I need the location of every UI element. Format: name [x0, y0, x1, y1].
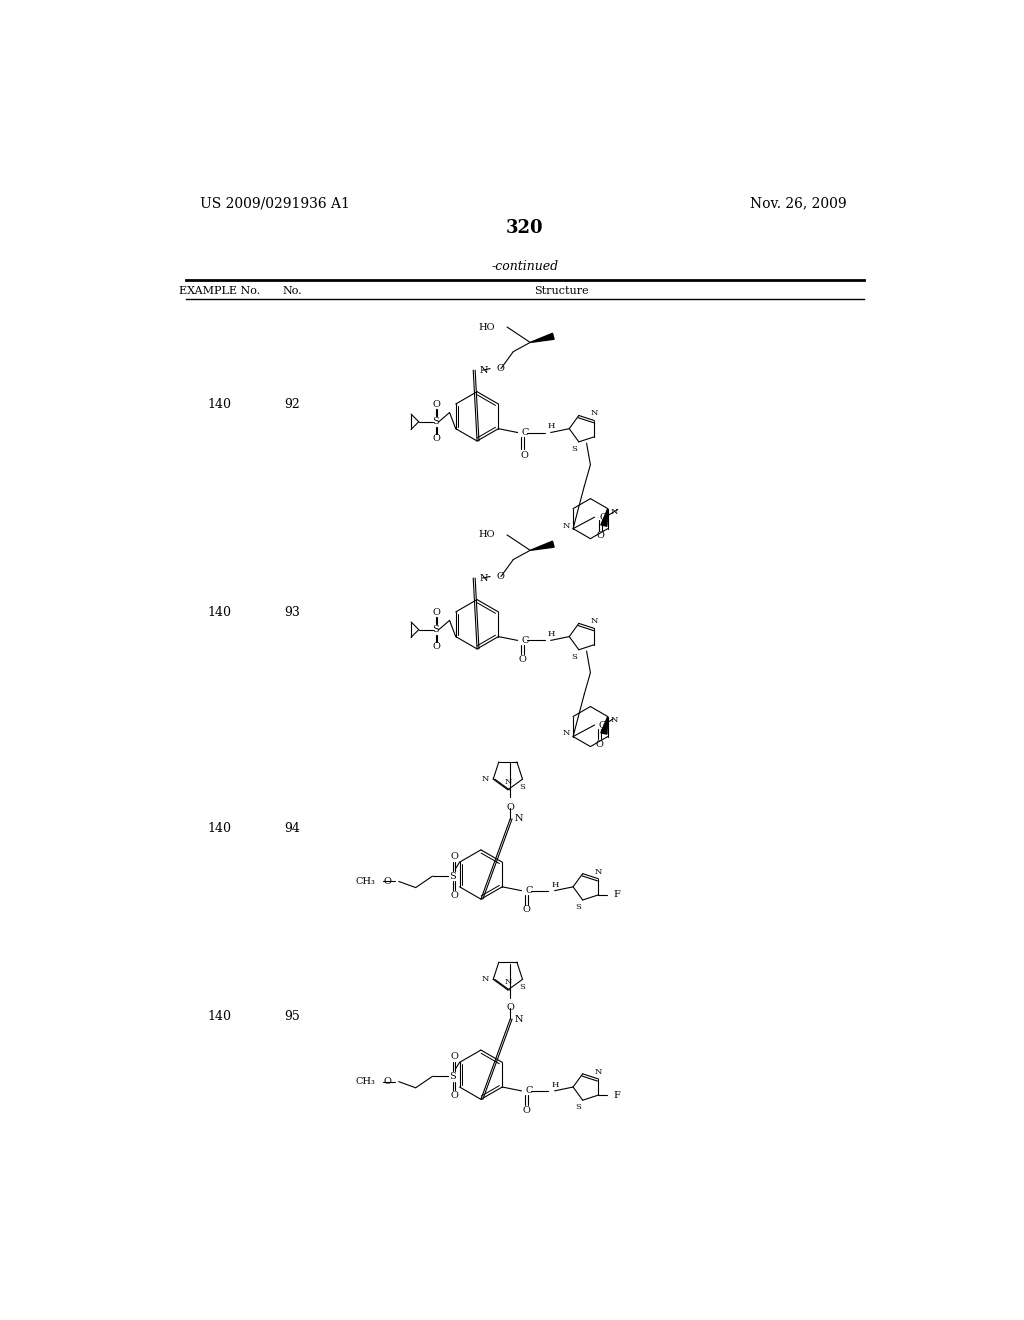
Text: O: O [432, 400, 440, 409]
Text: S: S [450, 1072, 456, 1081]
Text: N: N [591, 618, 598, 626]
Text: O: O [522, 1106, 530, 1114]
Text: O: O [522, 906, 530, 915]
Text: 92: 92 [285, 399, 300, 412]
Text: S: S [450, 871, 456, 880]
Text: N: N [562, 521, 570, 529]
Text: C: C [521, 428, 528, 437]
Text: N: N [591, 409, 598, 417]
Text: Structure: Structure [535, 286, 589, 296]
Polygon shape [530, 333, 554, 342]
Text: O: O [497, 364, 504, 374]
Text: N: N [479, 574, 487, 582]
Text: HO: HO [478, 531, 495, 540]
Text: O: O [506, 803, 514, 812]
Text: N: N [482, 775, 489, 783]
Text: 320: 320 [506, 219, 544, 236]
Text: EXAMPLE No.: EXAMPLE No. [178, 286, 260, 296]
Text: O: O [451, 1092, 458, 1100]
Text: S: S [519, 983, 525, 991]
Text: C: C [521, 636, 528, 645]
Text: H: H [548, 422, 555, 430]
Polygon shape [530, 541, 554, 550]
Text: O: O [497, 572, 504, 581]
Text: CH₃: CH₃ [355, 1077, 376, 1086]
Text: F: F [613, 891, 621, 899]
Text: O: O [432, 434, 440, 444]
Text: H: H [552, 1081, 559, 1089]
Text: N: N [515, 1015, 523, 1023]
Text: No.: No. [283, 286, 302, 296]
Text: HO: HO [478, 322, 495, 331]
Text: S: S [432, 626, 439, 634]
Text: S: S [571, 445, 578, 453]
Text: N: N [611, 715, 618, 723]
Text: N: N [504, 777, 512, 785]
Text: N: N [562, 730, 570, 738]
Text: 140: 140 [207, 1010, 231, 1023]
Text: 140: 140 [207, 399, 231, 412]
Text: O: O [451, 891, 458, 900]
Text: F: F [613, 1090, 621, 1100]
Text: O: O [596, 531, 604, 540]
Polygon shape [601, 508, 608, 527]
Text: 140: 140 [207, 822, 231, 834]
Text: H: H [548, 630, 555, 639]
Text: O: O [451, 853, 458, 861]
Text: Nov. 26, 2009: Nov. 26, 2009 [750, 197, 847, 210]
Text: S: S [575, 903, 582, 911]
Text: CH₃: CH₃ [355, 876, 376, 886]
Text: C: C [525, 886, 532, 895]
Text: N: N [595, 1068, 602, 1076]
Text: O: O [432, 642, 440, 651]
Text: 93: 93 [285, 606, 300, 619]
Text: O: O [520, 451, 528, 461]
Text: H: H [552, 880, 559, 888]
Text: US 2009/0291936 A1: US 2009/0291936 A1 [200, 197, 350, 210]
Polygon shape [601, 717, 608, 734]
Text: S: S [432, 417, 439, 426]
Text: O: O [383, 1077, 391, 1086]
Text: S: S [571, 653, 578, 661]
Text: C: C [525, 1086, 532, 1096]
Text: 95: 95 [285, 1010, 300, 1023]
Text: S: S [519, 783, 525, 791]
Text: -continued: -continued [492, 260, 558, 273]
Text: N: N [482, 975, 489, 983]
Text: O: O [518, 655, 526, 664]
Text: O: O [595, 739, 603, 748]
Text: O: O [383, 876, 391, 886]
Text: N: N [611, 508, 618, 516]
Text: S: S [575, 1104, 582, 1111]
Text: C: C [599, 512, 606, 521]
Text: 94: 94 [285, 822, 300, 834]
Text: O: O [432, 609, 440, 618]
Text: N: N [479, 366, 487, 375]
Text: C: C [598, 721, 606, 730]
Text: 140: 140 [207, 606, 231, 619]
Text: N: N [515, 814, 523, 824]
Text: N: N [504, 978, 512, 986]
Text: O: O [451, 1052, 458, 1061]
Text: O: O [506, 1003, 514, 1012]
Text: N: N [595, 867, 602, 875]
